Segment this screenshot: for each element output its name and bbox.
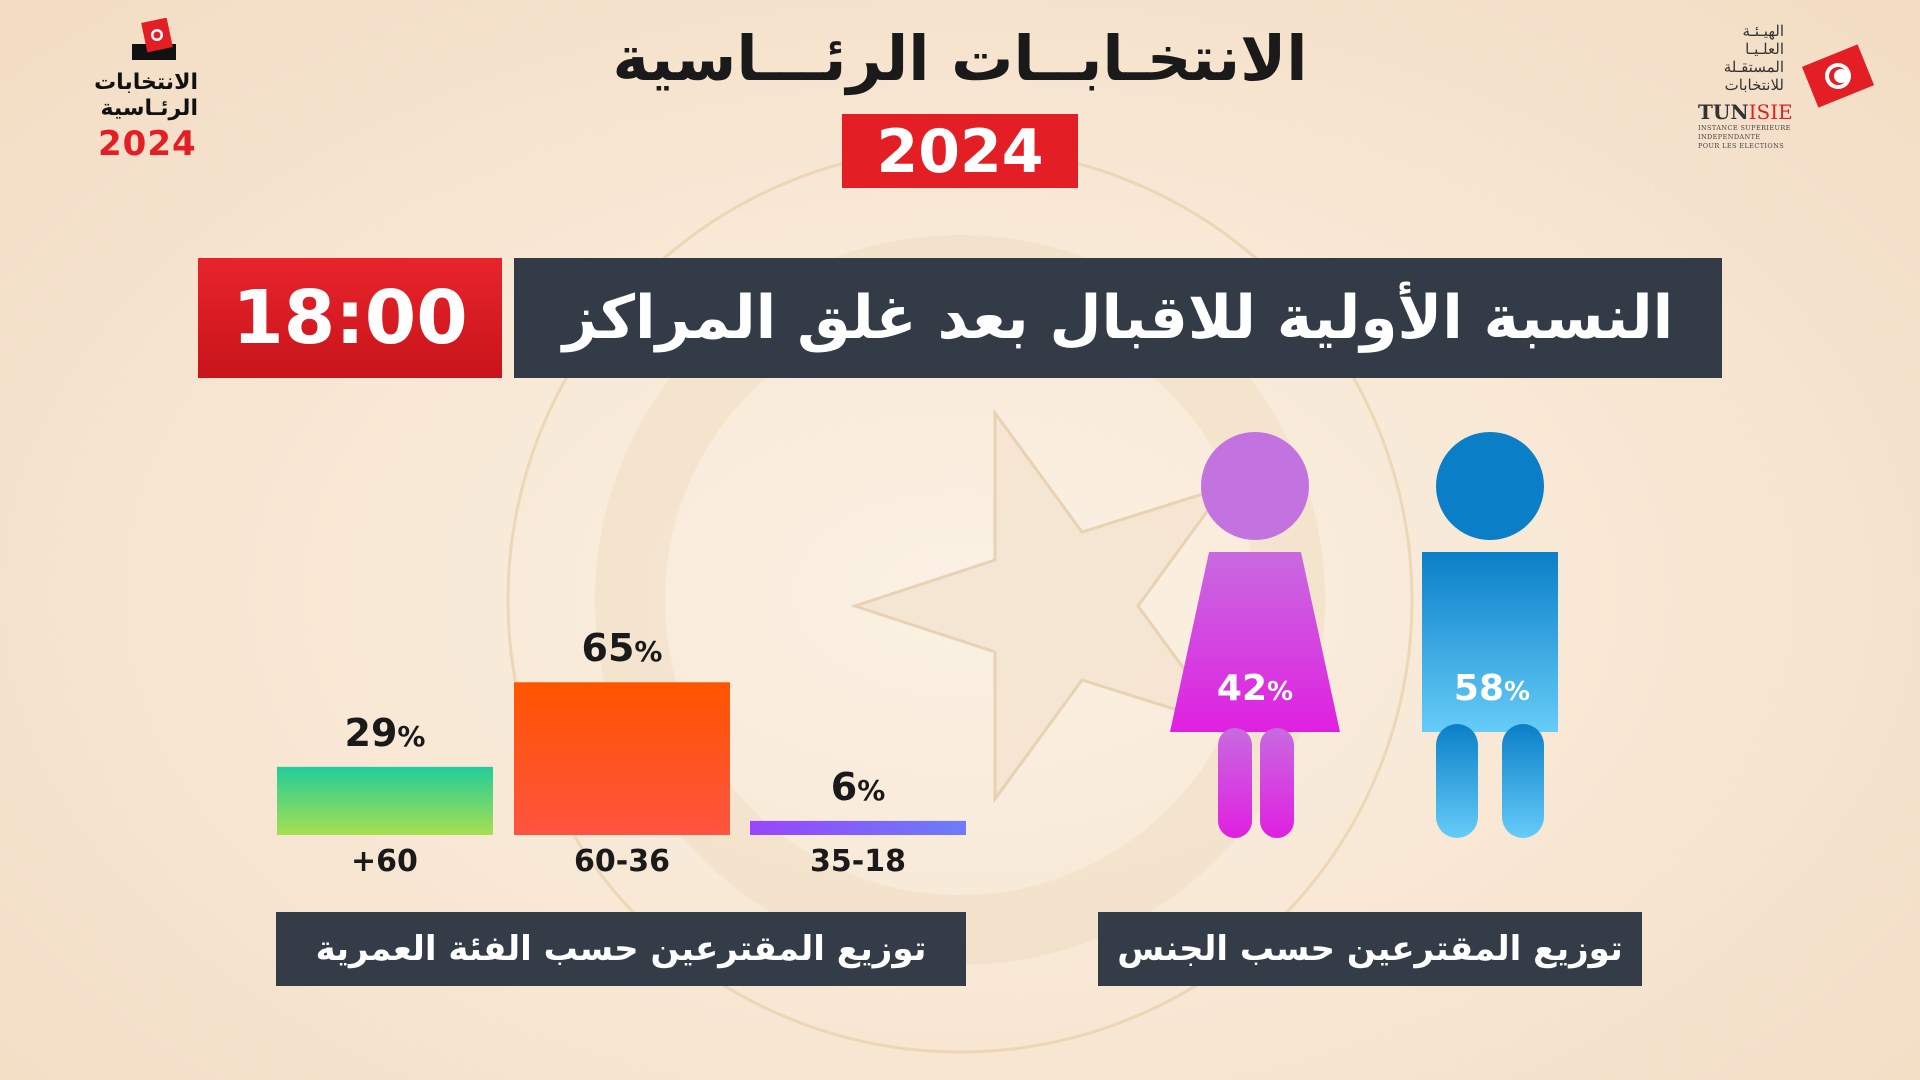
isie-arabic-line-3: المستقـلة [1723, 58, 1784, 76]
bar-value-label: 29% [344, 710, 426, 755]
gender-caption: توزيع المقترعين حسب الجنس [1098, 912, 1642, 986]
isie-french-line-2: INDEPENDANTE [1698, 133, 1761, 141]
ballot-flag-icon [132, 18, 176, 60]
logo-left-year: 2024 [98, 124, 197, 164]
isie-logo: الهيـئـة العلـيـا المستقـلة للانتخابات T… [1690, 18, 1880, 153]
category-label: 60-36 [574, 844, 670, 879]
isie-french-line-1: INSTANCE SUPERIEURE [1698, 124, 1791, 132]
year-badge: 2024 [842, 114, 1078, 188]
logo-left-line2: الرئـاسية [100, 96, 199, 121]
male-percentage: 58% [1453, 668, 1531, 709]
isie-french-line-3: POUR LES ELECTIONS [1698, 142, 1785, 150]
female-figure-icon [1170, 432, 1340, 838]
isie-acronym-suffix: ISIE [1748, 100, 1793, 124]
bar-age-18-35 [750, 820, 966, 835]
isie-acronym: TUNISIE [1698, 100, 1793, 124]
isie-acronym-prefix: TUN [1698, 100, 1749, 124]
bar-value-label: 6% [830, 764, 886, 809]
bar-value-label: 65% [581, 626, 663, 671]
category-label: 35-18 [810, 844, 906, 879]
headline-banner: النسبة الأولية للاقبال بعد غلق المراكز [514, 258, 1722, 378]
bar-age-60-plus [277, 766, 493, 835]
time-badge: 18:00 [198, 258, 502, 378]
logo-left-line1: الانتخابات [94, 70, 198, 95]
tunisia-flag-icon [1801, 44, 1875, 108]
isie-arabic-line-4: للانتخابات [1724, 76, 1784, 94]
page-title: الانتخـابــات الرئـــاسية [612, 22, 1308, 95]
isie-arabic-line-1: الهيـئـة [1742, 22, 1784, 40]
bar-age-36-60 [514, 682, 730, 835]
age-caption: توزيع المقترعين حسب الفئة العمرية [276, 912, 966, 986]
isie-arabic-line-2: العلـيـا [1745, 40, 1784, 58]
male-figure-icon [1422, 432, 1558, 838]
gender-figures [1170, 432, 1558, 838]
female-percentage: 42% [1216, 668, 1294, 709]
category-label: +60 [351, 844, 418, 879]
presidential-elections-logo: الانتخابات الرئـاسية 2024 [84, 18, 214, 168]
